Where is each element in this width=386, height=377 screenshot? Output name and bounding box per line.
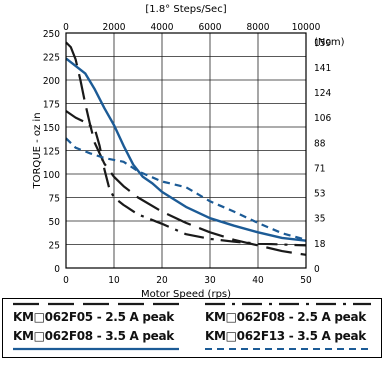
- legend-item-f13-3-5a: KM□062F13 - 3.5 A peak: [203, 329, 378, 351]
- legend-swatch: [205, 348, 371, 350]
- legend-swatch: [13, 302, 179, 306]
- legend-item-f05-2-5a: KM□062F05 - 2.5 A peak: [11, 301, 186, 324]
- right-tick-label: 35: [314, 214, 325, 225]
- y-tick-label: 225: [43, 53, 60, 64]
- y-tick-label: 200: [43, 76, 60, 87]
- right-tick-label: 71: [314, 163, 325, 174]
- plot-frame: [65, 32, 307, 269]
- right-tick-label: 88: [314, 138, 326, 149]
- right-tick-label: 106: [314, 113, 331, 124]
- right-tick-label: 18: [314, 239, 326, 250]
- top-tick-label: 10000: [292, 22, 321, 33]
- legend-item-f08-3-5a: KM□062F08 - 3.5 A peak: [11, 329, 186, 351]
- tick-labels: 0 10 20 30 40 5002550751001251501752002252500…: [43, 22, 332, 286]
- top-tick-label: 2000: [103, 22, 126, 33]
- y-tick-label: 50: [49, 217, 61, 228]
- legend-label: KM□062F08 - 3.5 A peak: [13, 329, 174, 343]
- y-tick-label: 150: [43, 123, 60, 134]
- y-axis-label: TORQUE - oz in: [32, 112, 43, 189]
- legend-item-f08-2-5a: KM□062F08 - 2.5 A peak: [203, 301, 378, 324]
- y-tick-label: 125: [43, 147, 60, 158]
- series-line: [65, 137, 307, 241]
- series-layer: [65, 41, 307, 256]
- y-tick-label: 100: [43, 170, 60, 181]
- y-tick-label: 175: [43, 100, 60, 111]
- series-line: [65, 41, 307, 256]
- y-tick-label: 0: [54, 264, 60, 275]
- right-axis-unit: (Ncm): [314, 37, 345, 48]
- right-tick-label: 53: [314, 189, 325, 200]
- legend-swatch: [13, 347, 179, 351]
- legend: KM□062F05 - 2.5 A peak KM□062F08 - 2.5 A…: [2, 298, 382, 358]
- right-tick-label: 159: [314, 38, 331, 49]
- y-tick-label: 25: [49, 241, 60, 252]
- series-line: [65, 57, 307, 242]
- top-tick-label: 8000: [247, 22, 270, 33]
- x-tick-label: 40: [252, 275, 264, 286]
- top-tick-label: 4000: [151, 22, 174, 33]
- x-tick-label: 10: [108, 275, 120, 286]
- x-tick-label: 50: [300, 275, 312, 286]
- legend-label: KM□062F13 - 3.5 A peak: [205, 329, 366, 343]
- right-tick-label: 124: [314, 88, 331, 99]
- series-line: [65, 110, 307, 247]
- x-axis-label: Motor Speed (rps): [141, 289, 231, 300]
- x-tick-label: 20: [156, 275, 168, 286]
- right-tick-label: 141: [314, 63, 331, 74]
- top-tick-label: 0: [63, 22, 69, 33]
- x-tick-label: 0: [63, 275, 69, 286]
- y-tick-label: 75: [49, 194, 60, 205]
- right-tick-label: 0: [314, 264, 320, 275]
- legend-label: KM□062F08 - 2.5 A peak: [205, 310, 366, 324]
- top-tick-label: 6000: [199, 22, 222, 33]
- top-axis-label: [1.8° Steps/Sec]: [145, 4, 226, 15]
- torque-speed-chart: 0 10 20 30 40 5002550751001251501752002252500…: [32, 4, 345, 300]
- legend-swatch: [205, 302, 371, 306]
- y-tick-label: 250: [43, 29, 60, 40]
- legend-label: KM□062F05 - 2.5 A peak: [13, 310, 174, 324]
- x-tick-label: 30: [204, 275, 216, 286]
- grid: [66, 33, 306, 268]
